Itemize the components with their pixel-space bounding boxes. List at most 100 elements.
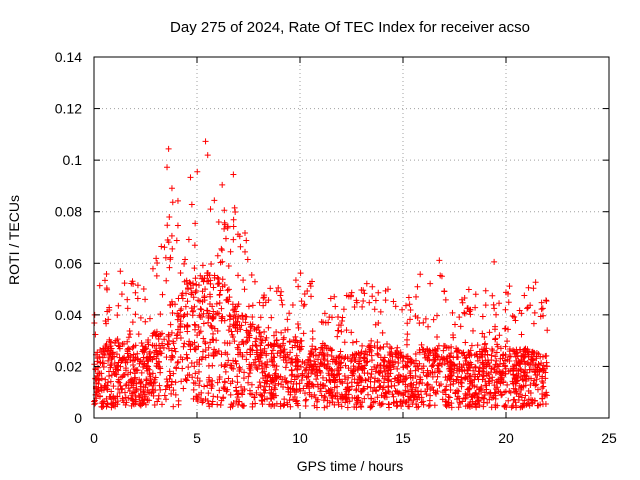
data-point xyxy=(457,323,464,330)
data-point xyxy=(392,387,399,394)
data-point xyxy=(312,346,319,353)
y-tick-label: 0.12 xyxy=(55,101,82,117)
data-point xyxy=(127,331,134,338)
data-point xyxy=(292,333,299,340)
data-point xyxy=(195,368,202,375)
data-point xyxy=(444,401,451,408)
data-point xyxy=(502,363,509,370)
data-point xyxy=(166,337,173,344)
data-point xyxy=(195,391,202,398)
data-point xyxy=(384,341,391,348)
data-point xyxy=(301,291,308,298)
data-point xyxy=(174,310,181,317)
data-point xyxy=(447,373,454,380)
data-point xyxy=(450,332,457,339)
data-point xyxy=(342,354,349,360)
data-point xyxy=(434,334,441,341)
data-point xyxy=(405,397,412,404)
data-point xyxy=(427,392,434,399)
data-point xyxy=(320,355,327,362)
data-point xyxy=(112,370,119,377)
data-point xyxy=(224,361,231,368)
data-point xyxy=(191,363,198,370)
data-point xyxy=(489,377,496,384)
data-point xyxy=(181,260,188,267)
data-point xyxy=(502,343,509,350)
data-point xyxy=(143,362,150,369)
data-point xyxy=(214,379,221,386)
data-point xyxy=(236,364,243,371)
data-point xyxy=(185,364,192,371)
data-point xyxy=(257,349,264,356)
data-point xyxy=(427,385,434,392)
data-point xyxy=(121,389,128,396)
data-point xyxy=(142,384,149,391)
data-point xyxy=(164,164,171,171)
data-point xyxy=(515,396,522,403)
data-point xyxy=(506,353,513,360)
data-point xyxy=(177,320,184,327)
data-point xyxy=(253,364,260,371)
data-point xyxy=(385,404,392,411)
data-point xyxy=(115,342,122,349)
x-tick-label: 5 xyxy=(193,430,201,446)
data-point xyxy=(217,402,224,409)
data-point xyxy=(107,362,114,369)
data-point xyxy=(193,393,200,400)
data-point xyxy=(338,378,345,385)
data-point xyxy=(245,379,252,386)
data-point xyxy=(235,398,242,405)
data-point xyxy=(105,357,112,364)
data-point xyxy=(421,351,428,358)
data-point xyxy=(543,363,550,370)
data-point xyxy=(210,337,217,344)
data-point xyxy=(190,294,197,301)
data-point xyxy=(412,384,419,391)
data-point xyxy=(140,364,147,371)
data-point xyxy=(397,349,404,356)
data-point xyxy=(321,404,328,411)
data-point xyxy=(222,368,229,375)
data-point xyxy=(124,305,131,312)
data-point xyxy=(181,312,188,319)
x-tick-label: 20 xyxy=(498,430,514,446)
data-point xyxy=(299,358,306,365)
data-point xyxy=(323,364,330,371)
data-point xyxy=(501,403,508,410)
data-point xyxy=(390,298,397,305)
data-point xyxy=(204,152,211,159)
data-point xyxy=(492,335,499,342)
data-point xyxy=(101,277,108,284)
data-point xyxy=(137,314,144,321)
data-point xyxy=(211,197,218,204)
data-point xyxy=(188,201,195,208)
data-point xyxy=(434,312,441,319)
data-point xyxy=(124,338,131,345)
data-point xyxy=(201,297,208,304)
data-point xyxy=(122,365,129,372)
data-point xyxy=(242,248,249,255)
data-point xyxy=(375,289,382,296)
data-point xyxy=(434,361,441,368)
data-point xyxy=(466,390,473,397)
data-point xyxy=(166,214,173,221)
data-point xyxy=(381,393,388,400)
data-point xyxy=(116,343,123,350)
data-point xyxy=(340,306,347,313)
data-point xyxy=(206,291,213,298)
data-point xyxy=(424,381,431,388)
data-point xyxy=(382,373,389,380)
data-point xyxy=(149,332,156,339)
data-point xyxy=(344,404,351,411)
data-point xyxy=(198,306,205,313)
data-point xyxy=(232,314,239,321)
data-point xyxy=(373,365,380,372)
data-point xyxy=(472,291,479,298)
data-point xyxy=(305,358,312,365)
data-point xyxy=(321,393,328,400)
data-point xyxy=(110,383,117,390)
data-point xyxy=(521,346,528,353)
data-point xyxy=(525,375,532,382)
data-point xyxy=(357,399,364,406)
data-point xyxy=(104,400,111,407)
